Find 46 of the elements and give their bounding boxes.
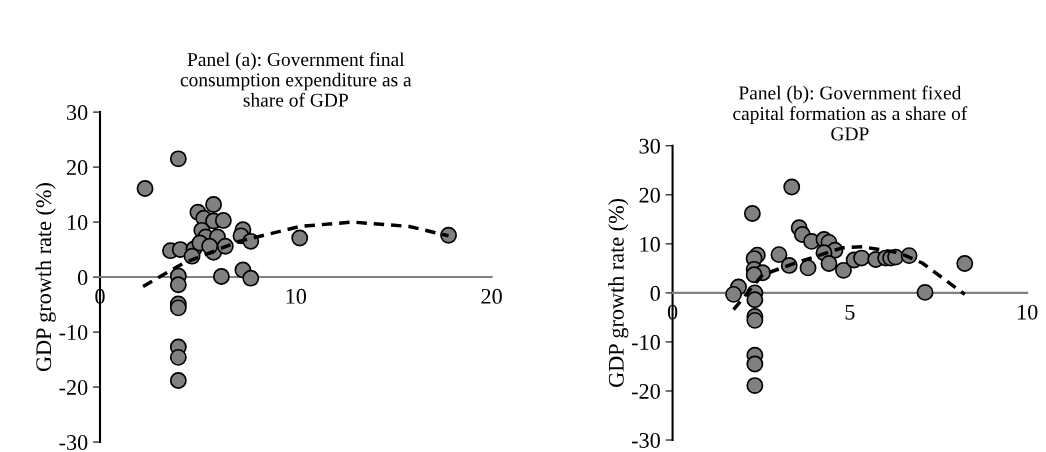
point	[783, 178, 801, 196]
point	[956, 255, 974, 272]
y-tick-label: -10	[631, 334, 660, 350]
point	[746, 291, 764, 309]
point	[770, 246, 788, 264]
point	[746, 355, 764, 373]
x-tick-label: 5	[845, 304, 855, 320]
point	[799, 259, 817, 277]
y-tick-label: -30	[59, 434, 88, 450]
point	[214, 211, 232, 229]
x-tick-label: 10	[286, 288, 307, 304]
point	[169, 348, 187, 366]
y-tick-label: 10	[67, 215, 88, 231]
point	[212, 268, 230, 285]
point	[169, 150, 187, 168]
point	[743, 205, 761, 222]
y-tick-label: -20	[631, 383, 660, 399]
point	[169, 299, 187, 317]
point	[205, 196, 223, 213]
y-axis-title: GDP growth rate (%)	[35, 183, 56, 372]
point	[746, 377, 764, 395]
y-tick-label: 30	[639, 138, 660, 154]
point	[916, 283, 934, 301]
chart-title: Panel (b): Government fixed capital formation as a share of GDP	[733, 85, 968, 141]
x-tick-label: 20	[481, 288, 502, 304]
y-tick-label: 20	[639, 187, 660, 203]
y-axis-title: GDP growth rate (%)	[608, 198, 629, 387]
x-tick-label: 10	[1018, 304, 1038, 320]
y-tick-label: -30	[631, 432, 660, 448]
point	[136, 180, 154, 197]
point	[242, 269, 260, 287]
y-tick-label: -20	[59, 379, 88, 395]
point	[853, 249, 871, 267]
y-tick-label: 20	[66, 160, 88, 176]
chart-title: Panel (a): Government final consumption expenditure as a share of GDP	[180, 52, 412, 107]
point	[835, 261, 852, 279]
point	[725, 285, 743, 303]
y-tick-label: 10	[640, 236, 660, 252]
point	[291, 229, 309, 247]
y-tick-label: 0	[77, 270, 88, 285]
point	[169, 372, 187, 389]
y-tick-label: -10	[59, 325, 88, 340]
point	[746, 311, 764, 329]
point	[169, 276, 187, 294]
point	[820, 255, 838, 272]
y-tick-label: 30	[67, 105, 88, 121]
